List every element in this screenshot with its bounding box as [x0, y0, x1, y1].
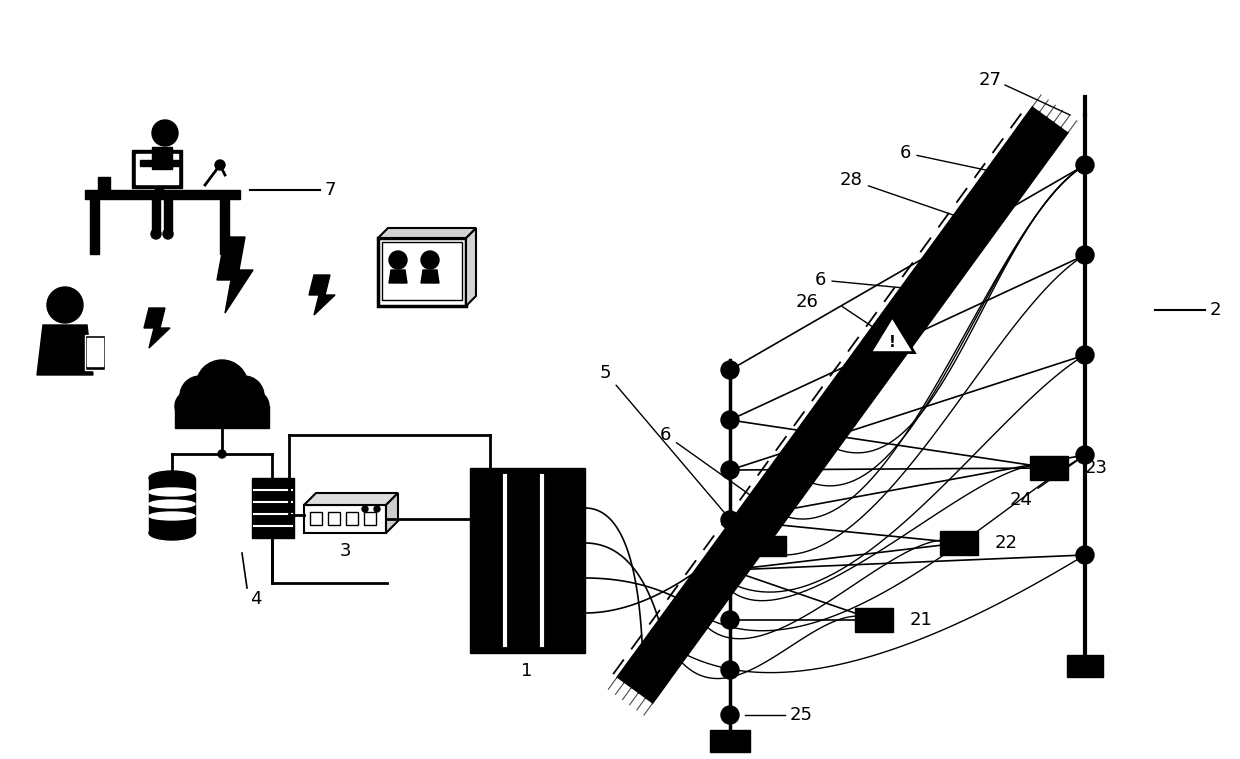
Bar — [470, 468, 585, 653]
Text: 21: 21 — [910, 611, 932, 629]
Bar — [378, 238, 466, 306]
Circle shape — [224, 376, 264, 416]
Circle shape — [239, 391, 269, 421]
Text: 5: 5 — [600, 364, 751, 544]
Text: 27: 27 — [978, 71, 1002, 89]
Circle shape — [720, 461, 739, 479]
Bar — [1030, 456, 1068, 480]
Bar — [382, 242, 463, 300]
Polygon shape — [309, 275, 335, 315]
Circle shape — [720, 411, 739, 429]
Circle shape — [196, 360, 248, 412]
Bar — [346, 512, 358, 525]
Bar — [365, 512, 376, 525]
Polygon shape — [304, 493, 398, 505]
Text: !: ! — [889, 335, 895, 350]
Circle shape — [1076, 546, 1094, 564]
Bar — [252, 478, 294, 538]
Circle shape — [1076, 246, 1094, 264]
Circle shape — [153, 120, 179, 146]
Text: 26: 26 — [796, 293, 818, 310]
Ellipse shape — [149, 526, 195, 540]
Bar — [856, 608, 893, 632]
Bar — [87, 338, 103, 366]
Bar — [329, 512, 340, 525]
Bar — [153, 147, 172, 169]
Circle shape — [374, 506, 379, 512]
Polygon shape — [386, 493, 398, 533]
Bar — [131, 150, 182, 188]
Circle shape — [720, 611, 739, 629]
Ellipse shape — [149, 512, 195, 520]
Text: 6: 6 — [900, 144, 1016, 176]
Circle shape — [362, 506, 368, 512]
Circle shape — [422, 251, 439, 269]
Polygon shape — [618, 107, 1068, 703]
Polygon shape — [870, 317, 914, 353]
Text: 1: 1 — [521, 662, 533, 680]
Polygon shape — [144, 308, 170, 348]
Ellipse shape — [149, 471, 195, 485]
Circle shape — [215, 160, 224, 170]
Circle shape — [720, 361, 739, 379]
Circle shape — [720, 706, 739, 724]
Circle shape — [720, 561, 739, 579]
Text: 6: 6 — [660, 426, 765, 506]
Text: 2: 2 — [1210, 301, 1221, 319]
Circle shape — [720, 511, 739, 529]
Ellipse shape — [149, 500, 195, 508]
Polygon shape — [422, 270, 439, 283]
Circle shape — [180, 376, 219, 416]
Circle shape — [1076, 156, 1094, 174]
Bar — [86, 335, 105, 370]
Bar — [738, 537, 786, 556]
Polygon shape — [37, 325, 93, 375]
Bar — [1066, 655, 1104, 677]
Bar — [940, 531, 978, 555]
Circle shape — [1076, 346, 1094, 364]
Bar — [98, 177, 110, 190]
Circle shape — [389, 251, 407, 269]
Bar — [149, 478, 195, 533]
Text: 7: 7 — [324, 181, 336, 199]
Bar — [136, 154, 179, 184]
Polygon shape — [378, 228, 476, 238]
Bar — [86, 190, 241, 199]
Bar — [310, 512, 322, 525]
Bar — [91, 199, 99, 254]
Bar — [711, 730, 750, 752]
Text: 24: 24 — [1011, 457, 1083, 509]
Circle shape — [720, 661, 739, 679]
Ellipse shape — [149, 488, 195, 496]
Bar — [153, 199, 160, 234]
Text: 22: 22 — [994, 534, 1018, 552]
Bar — [164, 199, 172, 234]
Bar — [167, 160, 180, 166]
Text: 25: 25 — [790, 706, 813, 724]
Bar — [140, 160, 153, 166]
Polygon shape — [217, 237, 253, 313]
Bar — [304, 505, 386, 533]
Text: 4: 4 — [250, 590, 262, 608]
Circle shape — [175, 391, 205, 421]
Circle shape — [719, 534, 743, 559]
Text: 28: 28 — [839, 171, 972, 222]
Circle shape — [218, 450, 226, 458]
Bar — [175, 406, 269, 428]
Bar — [155, 188, 162, 193]
Circle shape — [1076, 446, 1094, 464]
Text: 23: 23 — [1085, 459, 1109, 477]
Circle shape — [47, 287, 83, 323]
Polygon shape — [389, 270, 407, 283]
Circle shape — [162, 229, 174, 239]
Polygon shape — [466, 228, 476, 306]
Text: 6: 6 — [815, 271, 932, 291]
Circle shape — [151, 229, 161, 239]
Bar — [219, 199, 229, 254]
Text: 3: 3 — [340, 542, 351, 560]
